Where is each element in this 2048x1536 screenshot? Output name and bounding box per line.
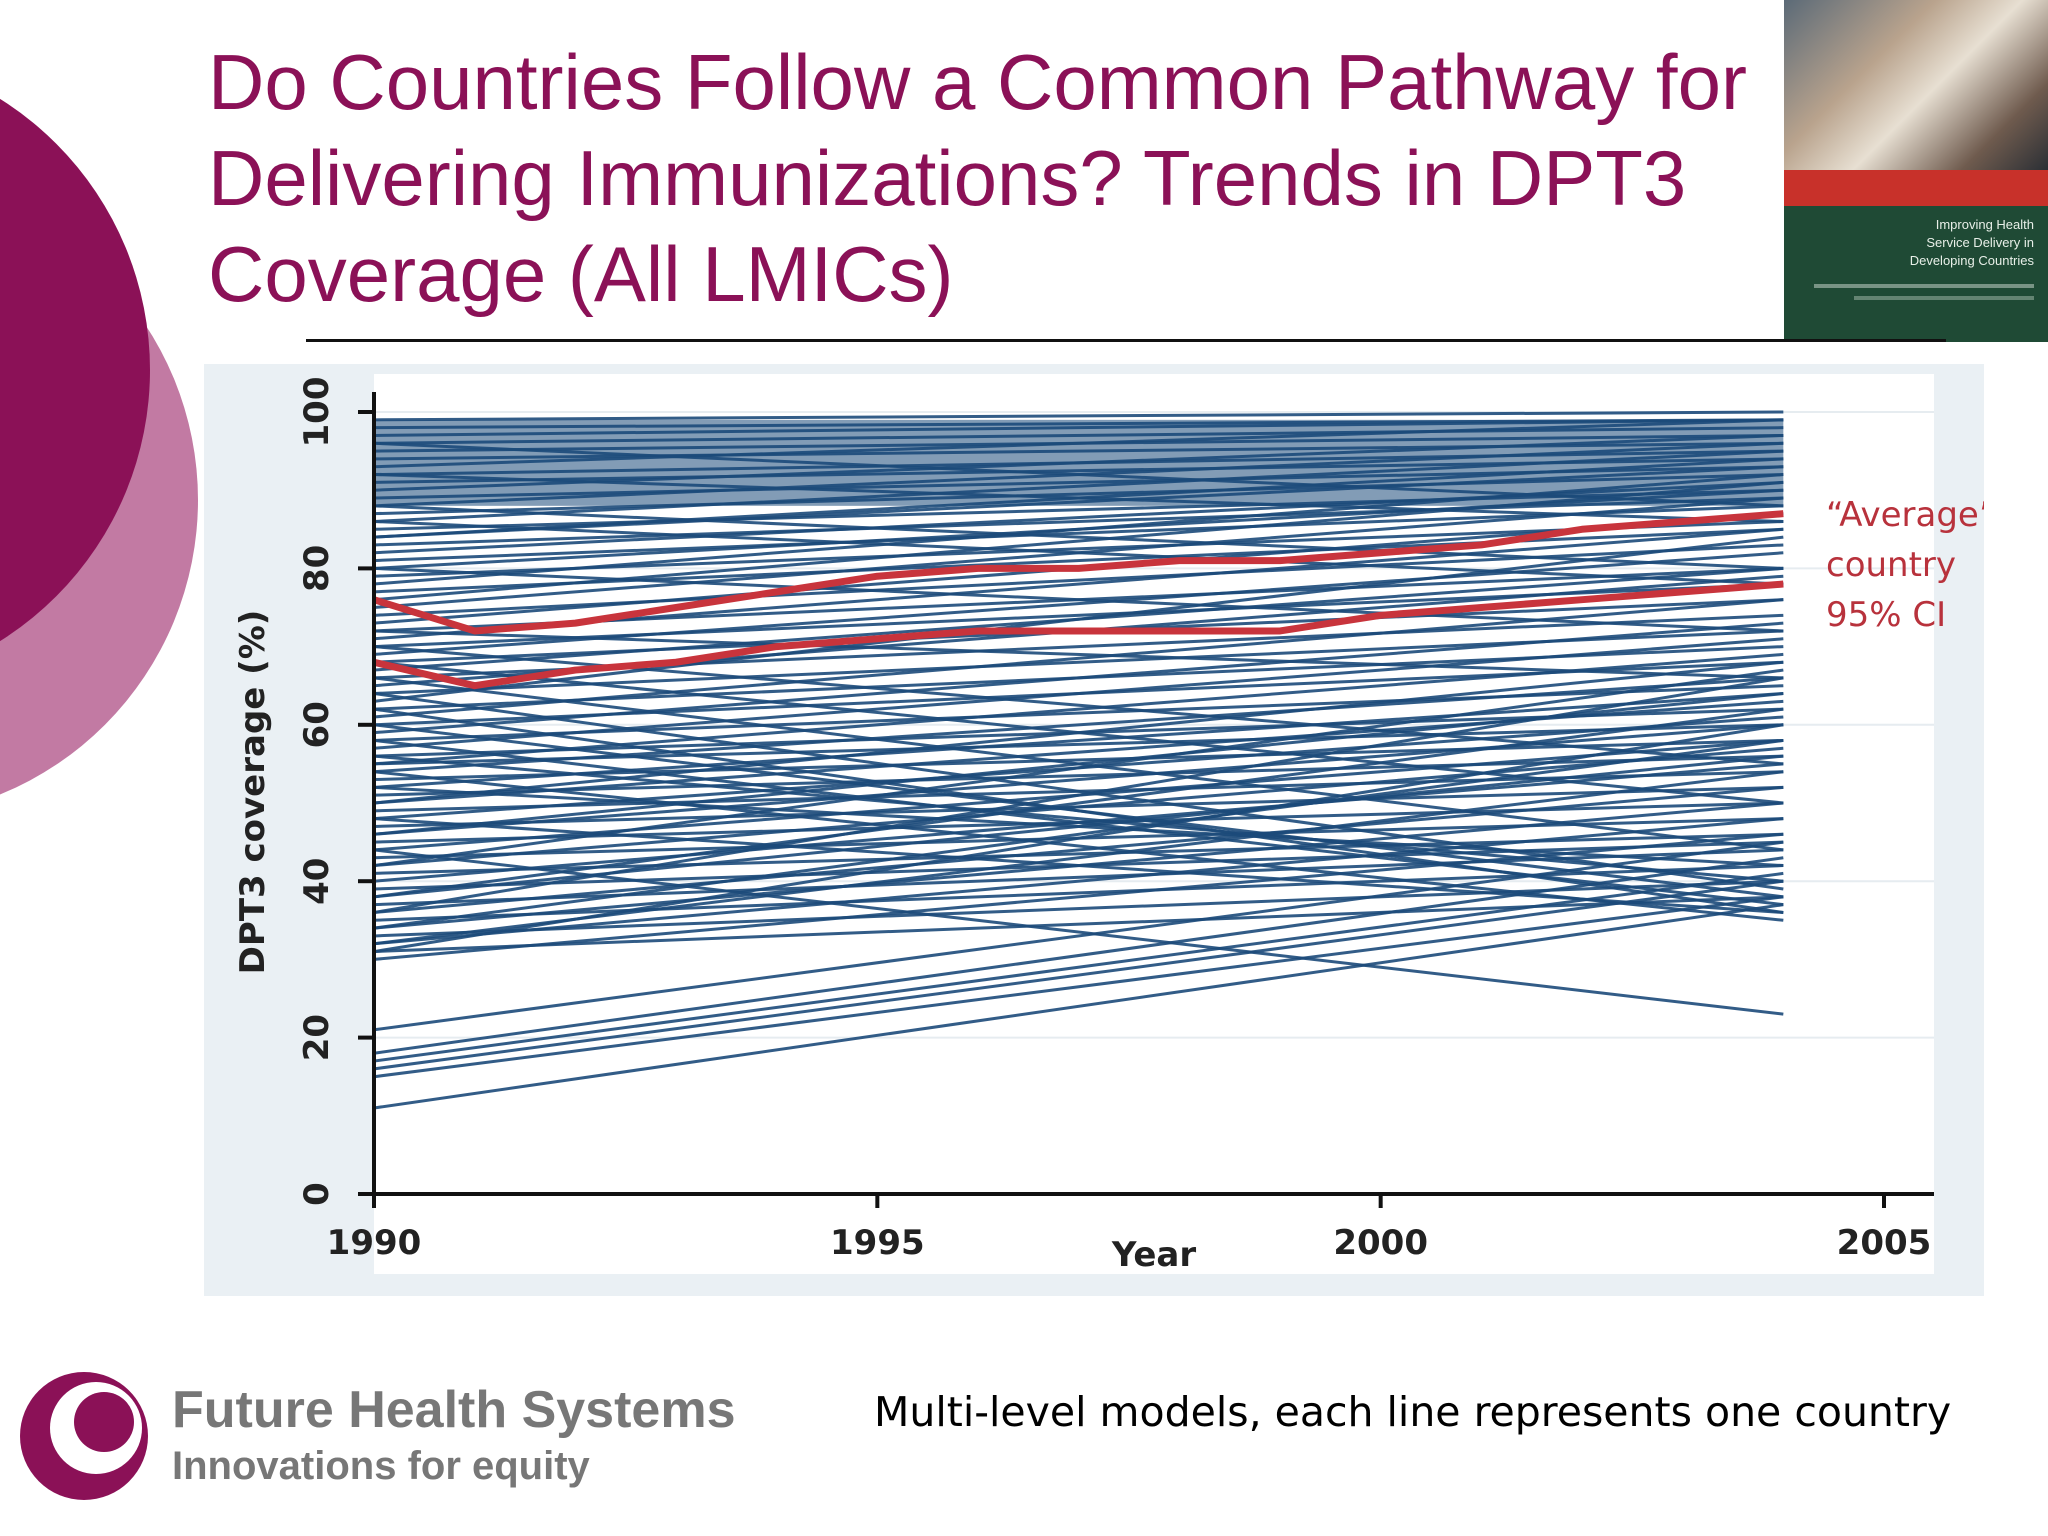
axes [372, 392, 1934, 1196]
slide-caption: Multi-level models, each line represents… [874, 1388, 1952, 1436]
x-tick-label: 1995 [830, 1223, 925, 1263]
ci-annotation-line-3: 95% CI [1826, 595, 1946, 635]
book-cover-author-bar [1854, 296, 2034, 300]
logo-text: Future Health Systems Innovations for eq… [172, 1380, 736, 1492]
logo-inner-dot [74, 1392, 134, 1452]
y-tick-label: 40 [297, 858, 337, 905]
dpt3-coverage-chart: 1990 1995 2000 2005 0 20 40 60 80 100 Year DPT3 … [204, 364, 1984, 1296]
book-cover-band [1784, 170, 2048, 206]
decorative-circles [0, 98, 198, 795]
book-cover-title: Improving Health Service Delivery in Dev… [1909, 217, 2034, 268]
book-cover-image: Improving Health Service Delivery in Dev… [1784, 0, 2048, 342]
x-ticks: 1990 1995 2000 2005 [327, 1194, 1932, 1263]
slide-title-line-2: Delivering Immunizations? Trends in DPT3 [208, 134, 1687, 222]
country-trend-line [373, 723, 1784, 899]
slide-title: Do Countries Follow a Common Pathway for… [208, 34, 1808, 322]
country-trend-line [373, 895, 1784, 1079]
logo-tagline: Innovations for equity [172, 1444, 590, 1488]
y-tick-label: 20 [297, 1014, 337, 1061]
country-trend-line [373, 519, 1784, 586]
x-tick-label: 2000 [1333, 1223, 1428, 1263]
average-ci-lower-line [373, 580, 1784, 690]
country-trend-line [373, 738, 1784, 930]
y-tick-label: 80 [297, 545, 337, 592]
country-trend-line [373, 660, 1784, 805]
country-trend-line [373, 668, 1784, 868]
country-trend-line [373, 817, 1784, 946]
average-ci-upper-line [372, 510, 1784, 635]
country-trend-line [373, 856, 1784, 1055]
country-trend-line [373, 754, 1784, 883]
book-cover-subtitle-bar [1814, 284, 2034, 288]
y-tick-label: 100 [297, 377, 337, 448]
ci-annotation-line-1: “Average” [1826, 495, 1984, 535]
country-trend-line [373, 652, 1784, 766]
country-trend-line [373, 692, 1784, 789]
country-trend-line [373, 785, 1784, 914]
country-trend-line [373, 410, 1784, 422]
country-trend-line [373, 746, 1784, 868]
ci-annotation-line-2: country [1826, 545, 1956, 585]
country-trend-line [373, 723, 1784, 954]
x-axis-label: Year [1111, 1235, 1197, 1275]
country-trend-line [373, 676, 1784, 914]
book-cover-photo [1784, 0, 2048, 170]
future-health-systems-logo-icon [20, 1372, 148, 1500]
country-trend-line [373, 707, 1784, 899]
country-trend-line [373, 903, 1784, 1110]
y-ticks: 0 20 40 60 80 100 [297, 377, 374, 1206]
country-trend-line [373, 504, 1784, 570]
title-divider [306, 339, 1946, 342]
logo-name: Future Health Systems [172, 1381, 736, 1439]
book-cover-panel [1784, 206, 2048, 342]
country-trend-line [373, 535, 1784, 703]
country-trend-line [373, 676, 1784, 774]
y-tick-label: 60 [297, 701, 337, 748]
country-trend-line [373, 840, 1784, 1032]
accent-circle-dark [0, 98, 150, 642]
country-trend-line [373, 621, 1784, 735]
country-trend-line [373, 848, 1784, 1016]
y-tick-label: 0 [297, 1182, 337, 1206]
country-trend-line [373, 629, 1784, 680]
y-axis-label: DPT3 coverage (%) [233, 610, 273, 975]
country-trend-line [373, 637, 1784, 750]
country-trend-line [373, 871, 1784, 1063]
country-lines [373, 410, 1784, 1110]
average-country-ci-lines [372, 510, 1784, 690]
country-trend-line [373, 879, 1784, 1071]
country-trend-line [373, 692, 1784, 891]
slide-title-line-3: Coverage (All LMICs) [208, 230, 954, 318]
x-tick-label: 2005 [1837, 1223, 1932, 1263]
slide-title-line-1: Do Countries Follow a Common Pathway for [208, 38, 1747, 126]
country-trend-line [373, 785, 1784, 868]
country-trend-line [373, 738, 1784, 907]
x-tick-label: 1990 [327, 1223, 422, 1263]
dense-country-band [374, 419, 1784, 506]
